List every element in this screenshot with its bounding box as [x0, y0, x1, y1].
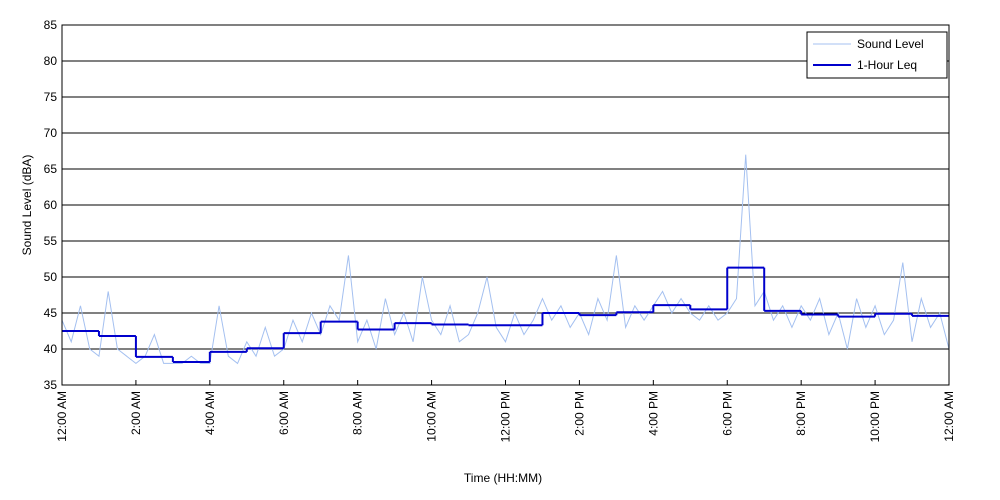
y-axis-label: Sound Level (dBA) [20, 155, 34, 256]
x-tick-label: 8:00 PM [794, 391, 808, 436]
x-tick-label: 6:00 AM [277, 391, 291, 435]
x-tick-label: 2:00 PM [572, 391, 586, 436]
x-tick-label: 10:00 AM [425, 391, 439, 442]
x-tick-label: 4:00 PM [646, 391, 660, 436]
x-tick-label: 12:00 AM [942, 391, 956, 442]
y-tick-label: 55 [44, 234, 58, 248]
x-tick-label: 8:00 AM [351, 391, 365, 435]
legend-label: 1-Hour Leq [857, 58, 917, 72]
y-tick-label: 80 [44, 54, 58, 68]
x-axis-label: Time (HH:MM) [464, 471, 542, 485]
y-tick-label: 45 [44, 306, 58, 320]
y-tick-label: 35 [44, 378, 58, 392]
x-tick-label: 12:00 PM [499, 391, 513, 442]
legend-box [806, 31, 948, 79]
x-tick-label: 2:00 AM [129, 391, 143, 435]
y-tick-label: 40 [44, 342, 58, 356]
x-tick-label: 12:00 AM [55, 391, 69, 442]
sound-level-line [61, 154, 950, 365]
y-tick-label: 85 [44, 18, 58, 32]
y-tick-label: 50 [44, 270, 58, 284]
y-tick-label: 60 [44, 198, 58, 212]
y-tick-label: 70 [44, 126, 58, 140]
legend-label: Sound Level [857, 37, 924, 51]
y-tick-label: 75 [44, 90, 58, 104]
x-tick-label: 10:00 PM [868, 391, 882, 442]
y-tick-label: 65 [44, 162, 58, 176]
axes-frame [61, 24, 950, 386]
x-tick-label: 6:00 PM [720, 391, 734, 436]
x-tick-label: 4:00 AM [203, 391, 217, 435]
